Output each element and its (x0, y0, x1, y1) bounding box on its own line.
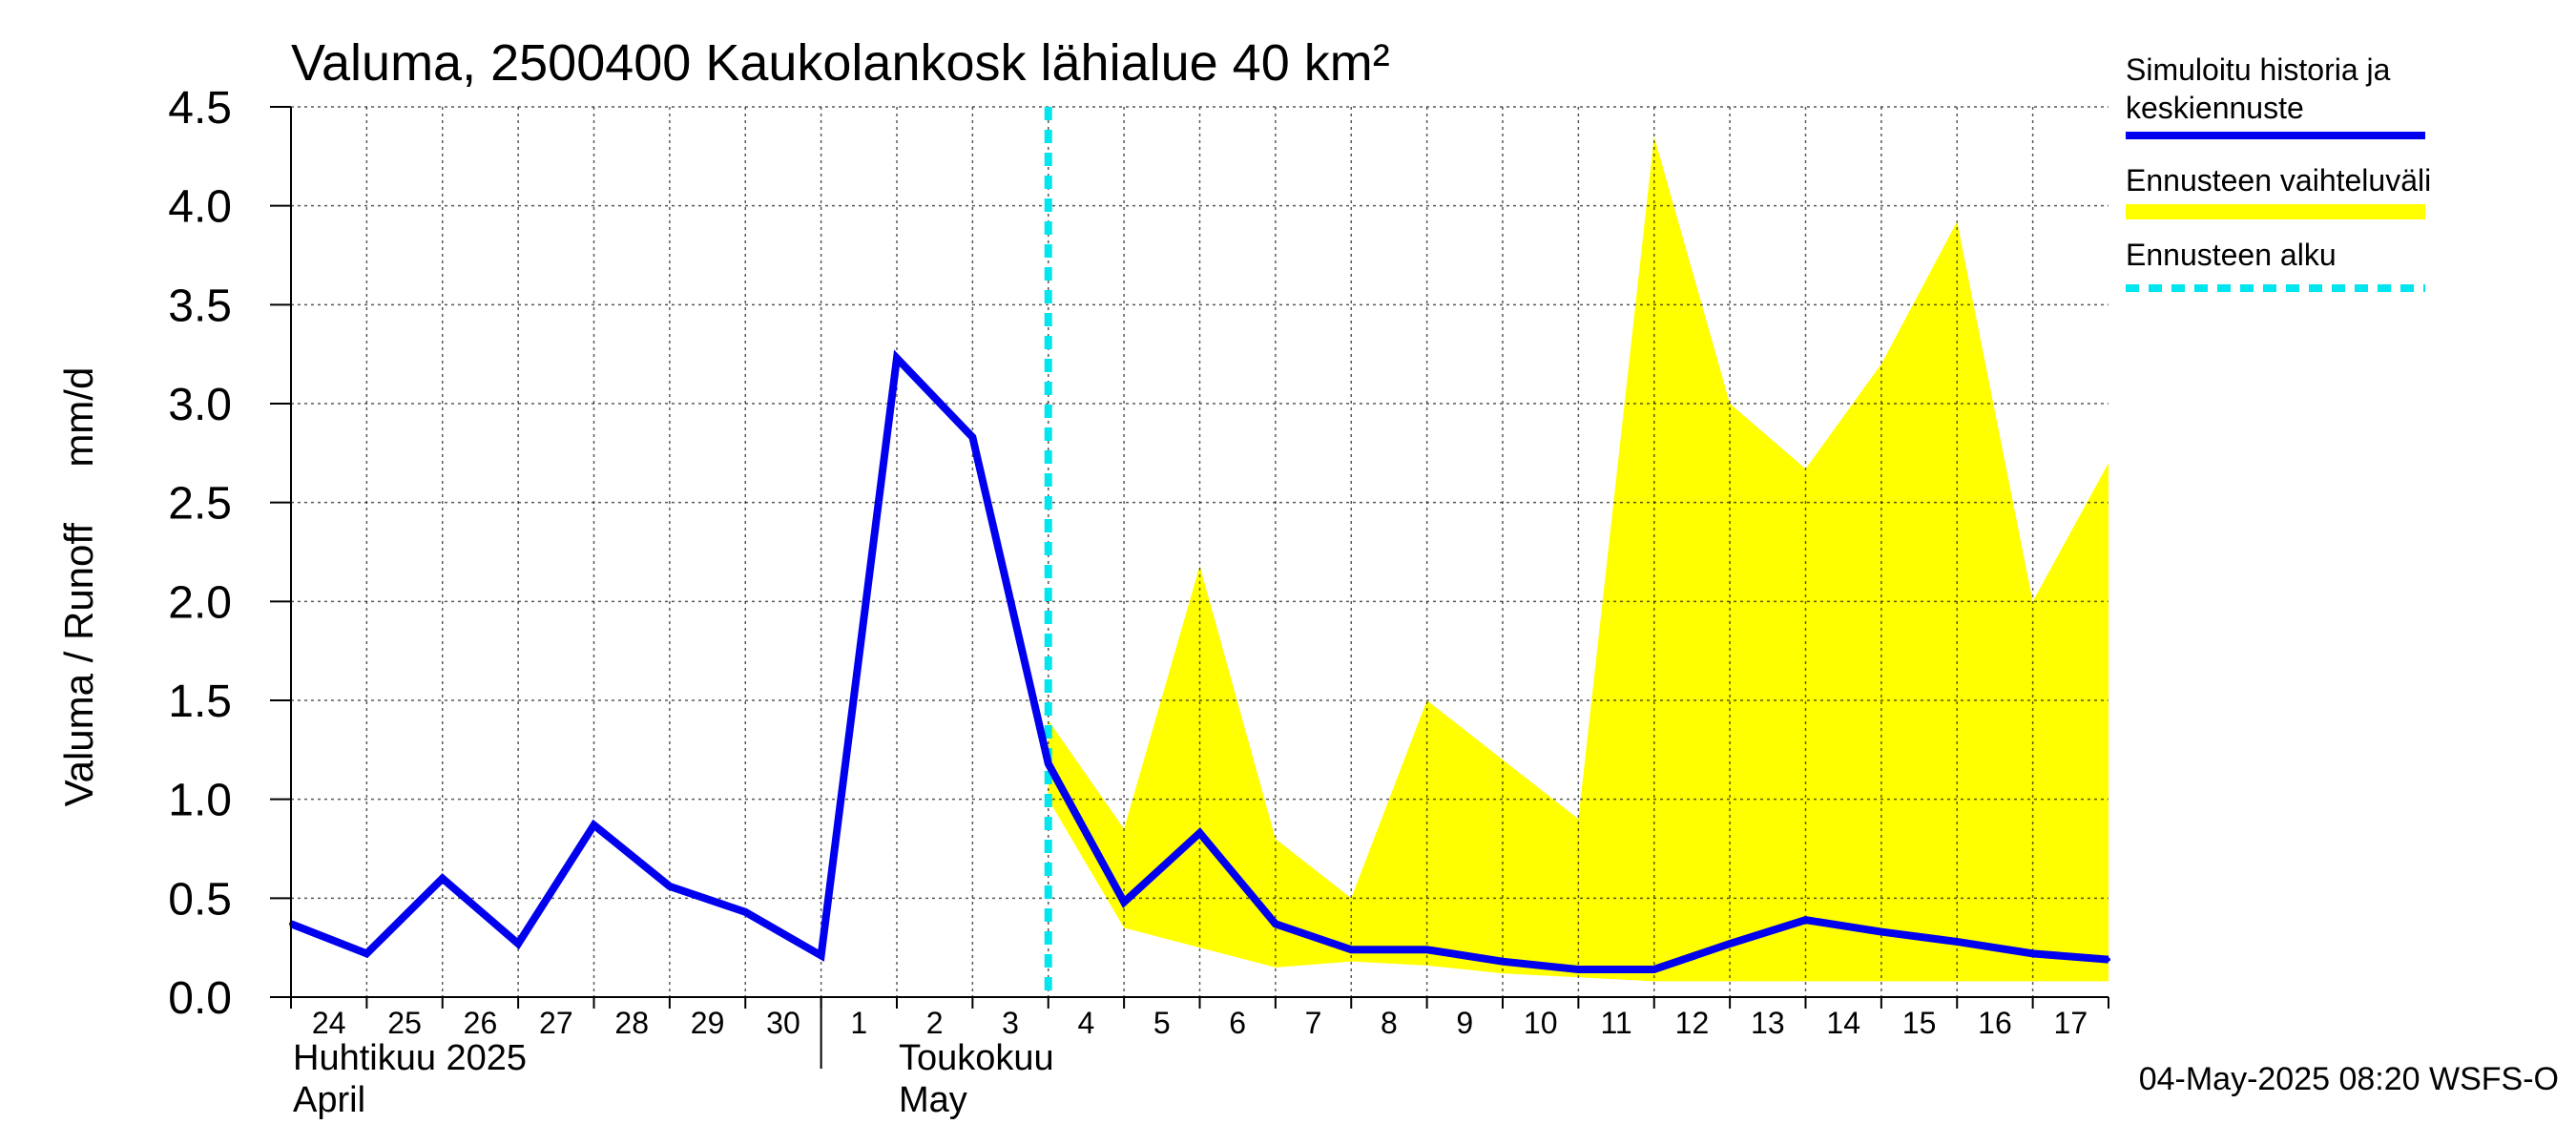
y-tick-label: 2.5 (168, 479, 232, 530)
chart-title: Valuma, 2500400 Kaukolankosk lähialue 40… (291, 34, 1390, 92)
y-tick-label: 0.0 (168, 973, 232, 1024)
x-tick-label: 27 (539, 1006, 573, 1040)
x-tick-label: 30 (766, 1006, 800, 1040)
x-tick-label: 16 (1978, 1006, 2012, 1040)
month-label: Toukokuu (899, 1038, 1054, 1078)
data-point (1728, 942, 1733, 947)
x-tick-label: 13 (1751, 1006, 1785, 1040)
data-point (970, 435, 975, 440)
data-point (819, 953, 823, 958)
data-point (1879, 929, 1883, 934)
y-tick-label: 3.0 (168, 380, 232, 430)
x-tick-label: 8 (1381, 1006, 1398, 1040)
x-tick-label: 9 (1456, 1006, 1473, 1040)
data-point (1273, 922, 1278, 926)
data-point (1197, 830, 1202, 835)
forecast-range-band (1048, 136, 2109, 982)
data-point (2107, 957, 2110, 962)
data-point (516, 942, 521, 947)
y-tick-label: 4.0 (168, 182, 232, 233)
data-point (592, 822, 596, 827)
x-tick-label: 3 (1002, 1006, 1019, 1040)
x-tick-label: 17 (2054, 1006, 2088, 1040)
x-tick-label: 6 (1229, 1006, 1246, 1040)
month-label-en: April (293, 1080, 365, 1120)
data-point (1501, 959, 1505, 964)
data-point (1652, 967, 1656, 971)
x-tick-label: 10 (1524, 1006, 1558, 1040)
x-tick-label: 29 (691, 1006, 725, 1040)
x-tick-label: 11 (1600, 1006, 1631, 1040)
month-label-en: May (899, 1080, 967, 1120)
data-point (1955, 939, 1960, 944)
legend-label-line2: keskiennuste (2126, 91, 2304, 125)
data-point (895, 356, 899, 361)
data-point (1424, 947, 1429, 952)
y-tick-label: 3.5 (168, 281, 232, 331)
data-point (1349, 947, 1354, 952)
x-tick-label: 26 (464, 1006, 498, 1040)
data-point (743, 909, 748, 914)
x-tick-label: 7 (1305, 1006, 1322, 1040)
x-tick-label: 4 (1078, 1006, 1095, 1040)
legend-label: Ennusteen vaihteluväli (2126, 163, 2431, 198)
y-tick-label: 2.0 (168, 577, 232, 628)
data-point (1046, 761, 1050, 766)
x-tick-label: 14 (1826, 1006, 1860, 1040)
data-point (1122, 900, 1127, 905)
data-point (667, 884, 672, 888)
data-point (1576, 967, 1581, 971)
data-point (440, 876, 445, 881)
month-label: Huhtikuu 2025 (293, 1038, 527, 1078)
x-tick-label: 2 (926, 1006, 944, 1040)
legend-label: Ennusteen alku (2126, 238, 2337, 272)
legend-label: Simuloitu historia ja (2126, 52, 2391, 87)
x-tick-label: 25 (387, 1006, 422, 1040)
x-tick-label: 24 (312, 1006, 346, 1040)
x-tick-label: 28 (614, 1006, 649, 1040)
x-tick-label: 15 (1902, 1006, 1937, 1040)
y-tick-label: 4.5 (168, 83, 232, 134)
data-point (2030, 951, 2035, 956)
y-axis-label: Valuma / Runoff mm/d (56, 367, 101, 807)
footer-timestamp: 04-May-2025 08:20 WSFS-O (2139, 1061, 2559, 1097)
x-tick-label: 5 (1153, 1006, 1171, 1040)
x-tick-label: 1 (850, 1006, 867, 1040)
x-tick-label: 12 (1675, 1006, 1710, 1040)
data-point (364, 951, 369, 956)
y-tick-label: 0.5 (168, 874, 232, 925)
legend-swatch-range (2126, 204, 2425, 219)
y-tick-label: 1.5 (168, 677, 232, 727)
grid (291, 106, 2109, 997)
y-tick-label: 1.0 (168, 776, 232, 826)
data-point (1803, 918, 1808, 923)
